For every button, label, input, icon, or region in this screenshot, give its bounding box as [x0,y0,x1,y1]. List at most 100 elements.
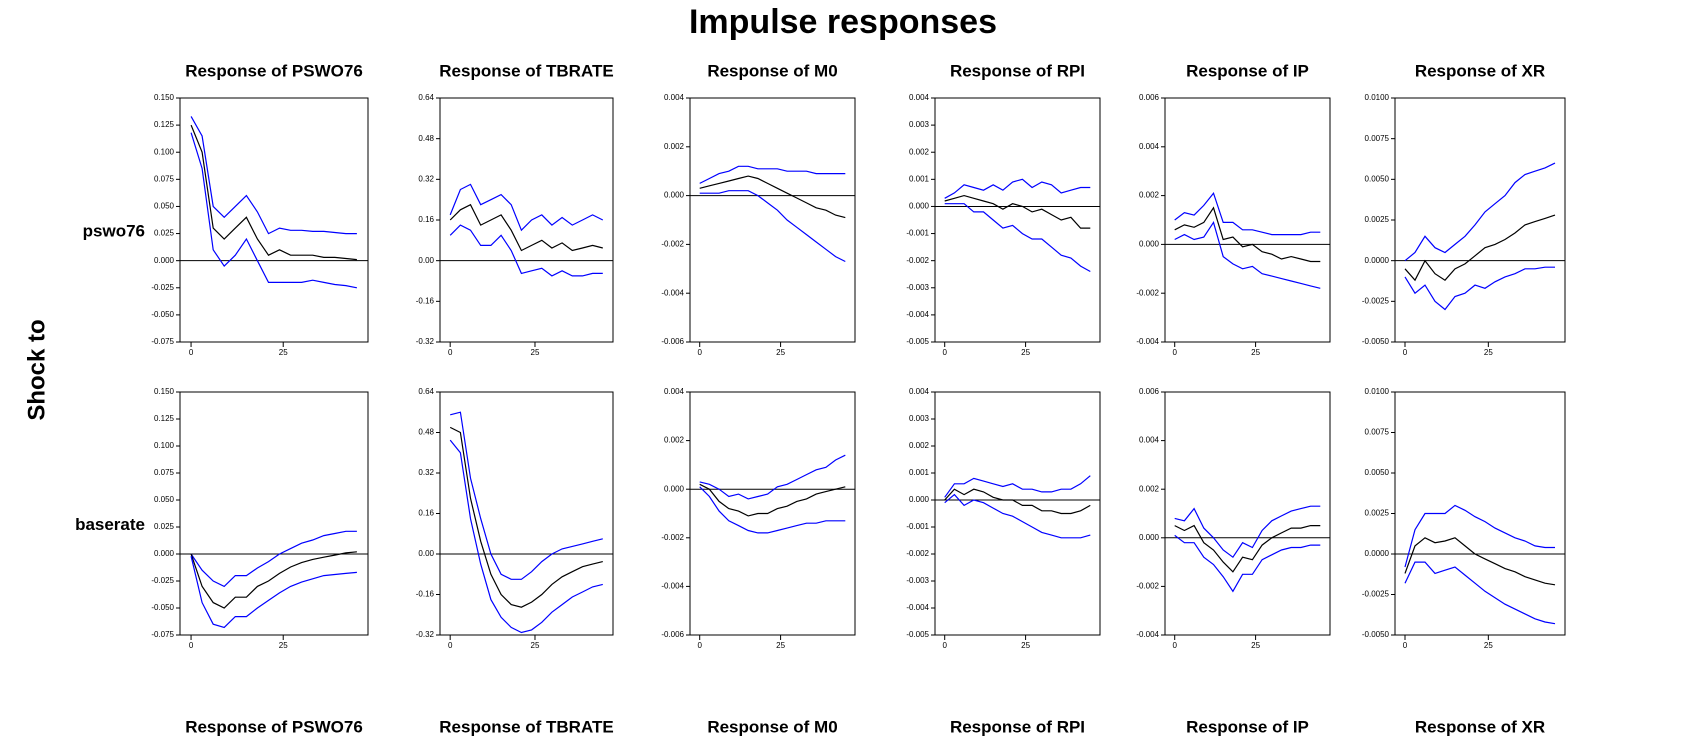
response-line [190,124,357,261]
x-tick-label: 0 [1172,348,1177,357]
y-tick-label: 0.32 [418,174,434,183]
y-tick-label: -0.002 [661,240,684,249]
x-tick-label: 0 [942,348,947,357]
y-tick-label: 0.125 [154,414,175,423]
y-tick-label: 0.004 [909,93,930,102]
y-tick-label: 0.000 [154,256,175,265]
response-line [449,224,603,277]
y-tick-label: 0.0050 [1365,468,1390,477]
panel-title: Response of XR [1415,61,1545,80]
response-line [1404,537,1556,586]
response-line [449,439,603,634]
response-line [699,486,846,534]
y-tick-label: -0.0025 [1362,296,1390,305]
panel-title: Response of PSWO76 [185,717,363,736]
y-label: Shock to [23,319,50,420]
y-tick-label: -0.004 [661,582,684,591]
response-line [1404,162,1556,262]
y-tick-label: -0.005 [906,630,929,639]
y-tick-label: 0.16 [418,509,434,518]
y-tick-label: -0.006 [661,337,684,346]
plot-frame [934,97,1101,343]
y-tick-label: 0.002 [909,147,930,156]
y-tick-label: -0.002 [906,256,929,265]
y-tick-label: 0.001 [909,468,930,477]
y-tick-label: 0.050 [154,495,175,504]
response-line [944,493,1091,539]
y-tick-label: -0.004 [906,310,929,319]
panel-title: Response of TBRATE [439,717,613,736]
y-tick-label: 0.002 [664,436,685,445]
y-tick-label: -0.002 [661,533,684,542]
x-tick-label: 25 [776,641,785,650]
y-tick-label: -0.0050 [1362,337,1390,346]
y-tick-label: 0.075 [154,468,175,477]
y-tick-label: -0.003 [906,576,929,585]
x-tick-label: 25 [1251,641,1260,650]
x-tick-label: 25 [1251,348,1260,357]
x-tick-label: 0 [189,348,194,357]
y-tick-label: 0.004 [909,387,930,396]
response-line [1174,206,1321,263]
y-tick-label: -0.004 [1136,630,1159,639]
response-line [944,488,1091,515]
y-tick-label: 0.48 [418,428,434,437]
y-tick-label: 0.004 [664,93,685,102]
y-tick-label: 0.0050 [1365,174,1390,183]
x-tick-label: 0 [1172,641,1177,650]
y-tick-label: 0.025 [154,522,175,531]
main-title: Impulse responses [689,3,997,41]
plot-frame [1164,97,1331,343]
panel-title: Response of RPI [950,61,1085,80]
x-tick-label: 0 [1403,641,1408,650]
x-tick-label: 0 [448,348,453,357]
y-tick-label: -0.001 [906,229,929,238]
response-line [1174,524,1321,573]
y-tick-label: 0.150 [154,93,175,102]
panel-title: Response of IP [1186,61,1309,80]
y-tick-label: 0.0025 [1365,509,1390,518]
response-line [190,132,358,289]
x-tick-label: 0 [1403,348,1408,357]
y-tick-label: 0.48 [418,134,434,143]
y-tick-label: 0.0100 [1365,387,1390,396]
y-tick-label: -0.004 [661,288,684,297]
response-line [944,178,1091,199]
y-tick-label: 0.002 [664,142,685,151]
y-tick-label: -0.003 [906,283,929,292]
panel-title: Response of PSWO76 [185,61,363,80]
x-tick-label: 25 [1021,348,1030,357]
response-line [1404,561,1556,625]
y-tick-label: -0.0050 [1362,630,1390,639]
y-tick-label: -0.025 [151,576,174,585]
y-tick-label: 0.0100 [1365,93,1390,102]
y-tick-label: 0.32 [418,468,434,477]
y-tick-label: -0.075 [151,630,174,639]
response-line [1174,220,1321,289]
x-tick-label: 25 [531,348,540,357]
panel-title: Response of XR [1415,717,1545,736]
y-tick-label: -0.075 [151,337,174,346]
y-tick-label: 0.003 [909,120,930,129]
y-tick-label: 0.002 [1139,191,1160,200]
y-tick-label: 0.0075 [1365,134,1390,143]
panel-title: Response of IP [1186,717,1309,736]
response-line [1404,504,1555,568]
plot-frame [689,97,856,343]
plot-frame [1394,391,1566,636]
response-line [449,183,604,232]
y-tick-label: 0.006 [1139,93,1160,102]
y-tick-label: -0.32 [416,337,435,346]
x-tick-label: 0 [189,641,194,650]
y-tick-label: 0.000 [909,495,930,504]
response-line [699,454,846,500]
x-tick-label: 25 [531,641,540,650]
y-tick-label: 0.150 [154,387,175,396]
y-tick-label: 0.050 [154,202,175,211]
response-line [944,475,1091,498]
y-tick-label: 0.004 [1139,142,1160,151]
y-tick-label: 0.003 [909,414,930,423]
y-tick-label: 0.0025 [1365,215,1390,224]
y-tick-label: -0.002 [1136,582,1159,591]
x-tick-label: 25 [776,348,785,357]
